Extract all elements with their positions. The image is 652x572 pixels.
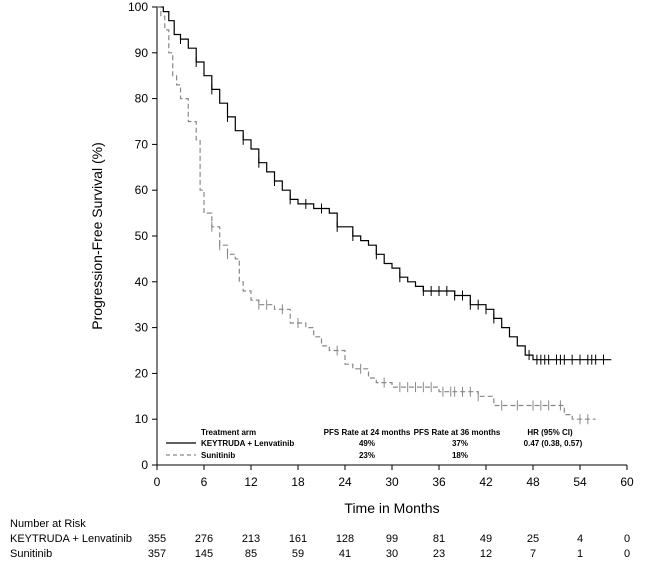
y-tick-label: 50 [135,229,149,243]
risk-value: 59 [292,548,304,560]
risk-row-label-sunitinib: Sunitinib [10,548,52,560]
y-ticks: 0 10 20 30 40 50 60 70 80 90 100 [128,0,157,472]
risk-value: 99 [386,533,398,545]
risk-value: 25 [527,533,539,545]
risk-value: 1 [577,548,583,560]
risk-value: 23 [433,548,445,560]
risk-value: 355 [148,533,166,545]
x-ticks: 0 6 12 18 24 30 36 42 48 54 60 [154,465,634,489]
risk-value: 161 [289,533,307,545]
x-tick-label: 24 [338,475,352,489]
y-tick-label: 70 [135,137,149,151]
risk-value: 81 [433,533,445,545]
legend-header-pfs36: PFS Rate at 36 months [414,428,501,437]
y-tick-label: 20 [135,366,149,380]
x-tick-label: 60 [620,475,634,489]
risk-value: 213 [242,533,260,545]
x-tick-label: 42 [479,475,493,489]
risk-values: 355 276 213 161 128 99 81 49 25 4 0 357 145 85 59 41 30 2… [148,533,630,560]
y-tick-label: 30 [135,321,149,335]
legend-label-keytruda: KEYTRUDA + Lenvatinib [201,439,294,448]
y-tick-label: 0 [141,458,148,472]
risk-table: Number at Risk KEYTRUDA + Lenvatinib Sun… [10,518,630,560]
x-tick-label: 12 [244,475,258,489]
risk-value: 145 [195,548,213,560]
x-tick-label: 54 [573,475,587,489]
x-tick-label: 6 [201,475,208,489]
y-tick-label: 90 [135,46,149,60]
legend-pfs36-keytruda: 37% [452,439,468,448]
series-line-sunitinib [157,6,596,420]
risk-value: 85 [245,548,257,560]
legend-pfs24-keytruda: 49% [359,439,375,448]
x-tick-label: 30 [385,475,399,489]
x-tick-label: 0 [154,475,161,489]
y-axis-title: Progression-Free Survival (%) [89,142,105,330]
x-axis-title: Time in Months [344,500,439,516]
legend-label-sunitinib: Sunitinib [201,451,235,460]
legend-pfs36-sunitinib: 18% [452,451,468,460]
legend-header-arm: Treatment arm [201,428,256,437]
risk-value: 276 [195,533,213,545]
x-tick-label: 36 [432,475,446,489]
legend: Treatment arm PFS Rate at 24 months PFS … [166,428,583,460]
legend-hr-keytruda: 0.47 (0.38, 0.57) [524,439,583,448]
risk-row-label-keytruda: KEYTRUDA + Lenvatinib [10,533,132,545]
series-line-keytruda [157,6,612,361]
risk-value: 0 [624,533,630,545]
x-tick-label: 18 [291,475,305,489]
y-tick-label: 40 [135,275,149,289]
y-tick-label: 100 [128,0,148,14]
risk-value: 12 [480,548,492,560]
y-tick-label: 80 [135,92,149,106]
risk-value: 128 [336,533,354,545]
legend-header-hr: HR (95% CI) [527,428,573,437]
series-layer [157,6,612,425]
risk-value: 30 [386,548,398,560]
y-tick-label: 60 [135,183,149,197]
risk-value: 0 [624,548,630,560]
risk-value: 49 [480,533,492,545]
legend-pfs24-sunitinib: 23% [359,451,375,460]
axes [156,7,627,466]
risk-value: 41 [339,548,351,560]
y-tick-label: 10 [135,412,149,426]
risk-value: 357 [148,548,166,560]
risk-value: 7 [530,548,536,560]
risk-table-title: Number at Risk [10,518,86,530]
risk-value: 4 [577,533,583,545]
x-tick-label: 48 [526,475,540,489]
legend-header-pfs24: PFS Rate at 24 months [324,428,411,437]
